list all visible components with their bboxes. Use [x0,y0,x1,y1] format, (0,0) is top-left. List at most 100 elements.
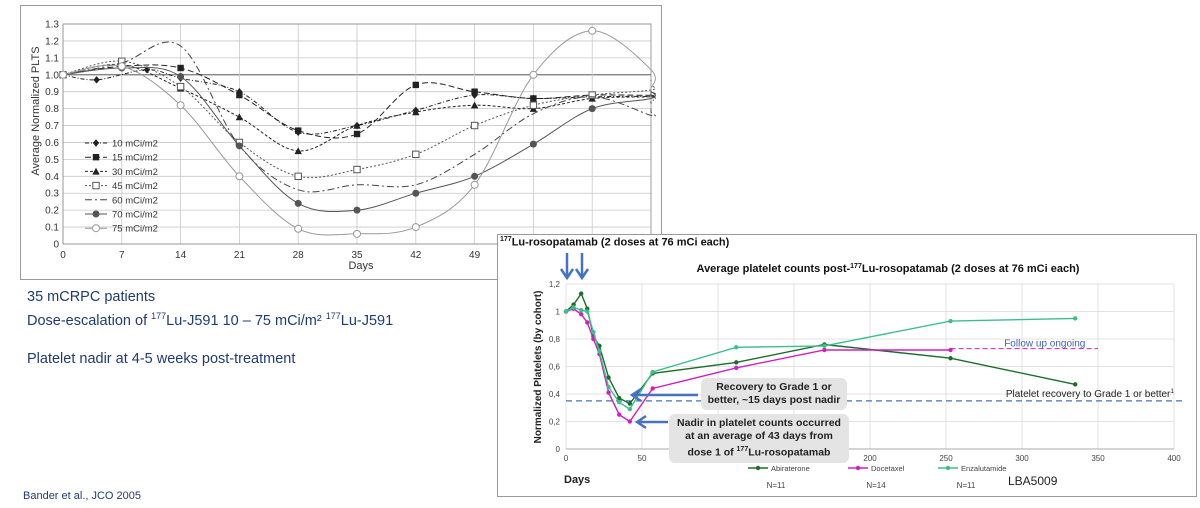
chart1-y-tick-label: 0 [53,240,59,251]
chart2-data-point [563,309,569,314]
chart2-x-tick-label: 50 [638,454,647,463]
grade1-reference-label-text: Platelet recovery to Grade 1 or better [1006,389,1171,400]
chart2-legend-n: N=11 [957,481,976,490]
chart2-data-point [585,309,590,314]
chart2-data-point [650,369,655,375]
chart1-data-point [412,81,419,89]
citation: Bander et al., JCO 2005 [23,490,142,502]
chart1-x-tick-label: 49 [469,250,481,261]
recovery-arrow-icon [629,387,698,403]
follow-up-label: Follow up ongoing [1004,339,1085,350]
chart1-y-tick-label: 0.1 [45,223,59,234]
chart1-legend-label: 70 mCi/m2 [112,210,158,221]
chart2-legend-marker [755,465,761,471]
chart1-data-point [588,105,596,113]
chart2-legend-marker [945,465,951,471]
chart2-data-point [650,386,655,391]
chart2-y-tick-label: 0,6 [549,363,561,372]
chart1-data-point [530,95,537,102]
chart1-x-tick-label: 0 [60,250,66,261]
chart1-data-point [177,72,185,80]
chart2-data-point [606,390,611,395]
chart2-title-suffix: Lu-rosopatamab (2 doses at 76 mCi each) [862,263,1080,275]
chart1-y-tick-label: 1.0 [45,70,59,81]
nadir-callout: Nadir in platelet counts occurred at an … [669,414,849,463]
chart2-title-sup: 177 [850,263,862,270]
chart2-title-prefix: Average platelet counts post- [697,263,851,275]
dose-line: Dose-escalation of 177Lu-J591 10 – 75 mC… [27,307,393,331]
chart2-data-point [579,307,584,313]
chart1-data-point [353,229,361,238]
chart2-x-tick-label: 0 [564,454,569,463]
chart1-data-point [412,108,420,116]
chart1-legend-marker [92,139,100,147]
chart1-data-point [235,172,244,181]
chart1-data-point [176,82,185,91]
chart1-data-point [353,165,361,174]
chart1-legend-marker [92,167,100,175]
chart1-data-point [470,101,479,109]
dose-line-mid: Lu-J591 10 – 75 mCi/m² [166,312,326,329]
chart2-y-tick-label: 0 [556,445,561,454]
chart2-data-point [948,356,953,361]
nadir-callout-suffix: Lu-rosopatamab [748,446,831,459]
chart1-data-point [294,224,303,233]
chart2-data-point [627,419,633,424]
chart2-data-point [606,384,611,390]
chart1-data-point [294,172,302,181]
chart1-data-point [529,140,537,148]
rosopatamab-chart: 00,20,40,60,811,2 0501001502002503003504… [533,253,1186,490]
chart2-data-point [597,349,602,354]
chart2-data-point [948,318,953,324]
chart2-data-point [948,347,953,353]
chart1-y-tick-label: 0.8 [45,104,59,115]
chart1-data-point [117,62,126,71]
chart1-x-tick-label: 7 [119,250,125,261]
chart1-series [59,26,656,238]
chart2-data-point [822,347,827,353]
chart2-gridlines [565,283,1175,450]
dose-escalation-chart-panel: 0 0.1 0.2 0.3 0.4 0.5 0.6 0.7 0.8 0.9 1.0 1.1 1.2 1.3… [20,5,662,280]
chart2-data-point [591,336,596,342]
rosopatamab-header: 177Lu-rosopatamab (2 doses at 76 mCi eac… [500,236,729,249]
abstract-id: LBA5009 [1008,474,1058,488]
chart1-data-point [235,113,244,121]
chart1-y-tick-label: 1.3 [45,20,59,31]
chart2-x-axis-label: Days [564,474,590,486]
chart1-y-tick-label: 0.7 [45,121,59,132]
chart1-x-tick-label: 28 [293,250,305,261]
chart1-y-tick-label: 0.4 [45,172,59,183]
chart1-legend-label: 30 mCi/m2 [112,167,158,178]
chart1-series-line [62,41,656,193]
chart1-data-point [470,180,479,189]
recovery-callout: Recovery to Grade 1 or better, ~15 days … [701,378,847,410]
chart2-x-tick-label: 400 [1167,454,1181,463]
chart1-x-tick-label: 42 [410,250,422,261]
nadir-arrow-icon [634,414,668,430]
chart2-data-point [1073,316,1078,321]
dose-line-suffix: Lu-J591 [340,312,394,329]
patients-line: 35 mCRPC patients [27,289,156,305]
chart1-legend-label: 75 mCi/m2 [112,224,158,235]
chart2-x-tick-label: 200 [863,454,877,463]
chart1-legend-label: 15 mCi/m2 [112,153,158,164]
chart1-data-point [295,127,302,134]
chart1-data-point [353,130,361,138]
chart2-data-point [734,345,739,350]
chart1-y-tick-label: 0.2 [45,206,59,217]
chart1-y-tick-label: 1.2 [45,36,59,47]
chart1-data-point [353,206,361,214]
chart1-x-tick-label: 21 [234,250,246,261]
dose-line-prefix: Dose-escalation of [27,312,152,329]
dose-escalation-chart: 0 0.1 0.2 0.3 0.4 0.5 0.6 0.7 0.8 0.9 1.0 1.1 1.2 1.3… [30,20,656,272]
chart1-data-point [529,101,538,109]
chart1-data-point [294,147,302,155]
chart2-data-point [822,343,827,349]
chart1-legend-marker [92,154,100,161]
chart2-series [563,291,1078,424]
chart1-data-point [471,172,479,180]
chart2-title: Average platelet counts post-177Lu-rosop… [697,263,1080,275]
chart1-data-point [588,26,597,35]
chart1-y-ticks: 0 0.1 0.2 0.3 0.4 0.5 0.6 0.7 0.8 0.9 1.0 1.1 1.2 1.3 [45,20,59,251]
dose-arrows [559,253,590,281]
